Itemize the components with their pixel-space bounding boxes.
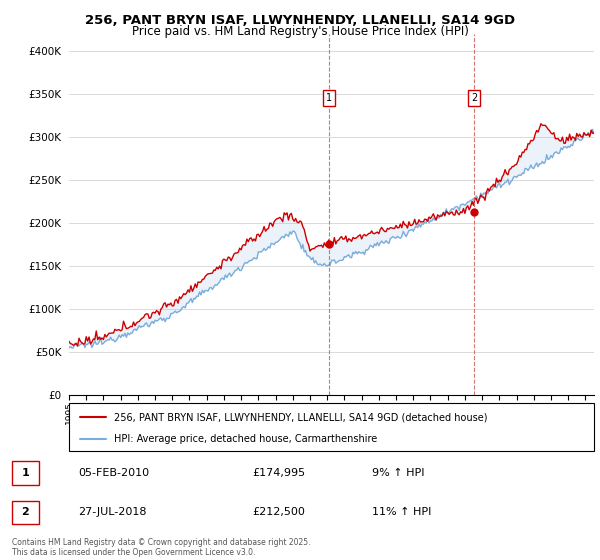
Text: 27-JUL-2018: 27-JUL-2018 — [78, 507, 146, 517]
Text: 256, PANT BRYN ISAF, LLWYNHENDY, LLANELLI, SA14 9GD (detached house): 256, PANT BRYN ISAF, LLWYNHENDY, LLANELL… — [113, 413, 487, 422]
Text: 2: 2 — [22, 507, 29, 517]
Text: HPI: Average price, detached house, Carmarthenshire: HPI: Average price, detached house, Carm… — [113, 434, 377, 444]
Text: Price paid vs. HM Land Registry's House Price Index (HPI): Price paid vs. HM Land Registry's House … — [131, 25, 469, 38]
Text: 1: 1 — [326, 93, 332, 103]
Text: 11% ↑ HPI: 11% ↑ HPI — [372, 507, 431, 517]
Text: £174,995: £174,995 — [252, 468, 305, 478]
Text: Contains HM Land Registry data © Crown copyright and database right 2025.
This d: Contains HM Land Registry data © Crown c… — [12, 538, 311, 557]
Text: 256, PANT BRYN ISAF, LLWYNHENDY, LLANELLI, SA14 9GD: 256, PANT BRYN ISAF, LLWYNHENDY, LLANELL… — [85, 14, 515, 27]
Text: 2: 2 — [471, 93, 478, 103]
Text: £212,500: £212,500 — [252, 507, 305, 517]
Text: 1: 1 — [22, 468, 29, 478]
Text: 05-FEB-2010: 05-FEB-2010 — [78, 468, 149, 478]
Text: 9% ↑ HPI: 9% ↑ HPI — [372, 468, 425, 478]
